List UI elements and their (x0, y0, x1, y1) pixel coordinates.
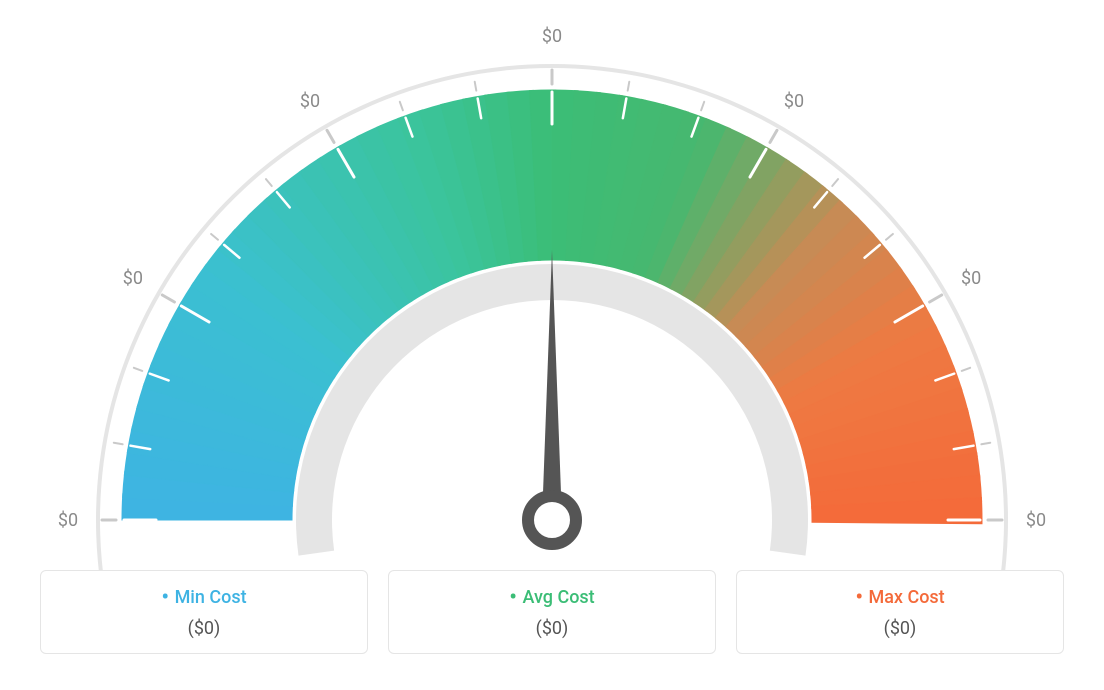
legend-card-min: Min Cost ($0) (40, 570, 368, 654)
legend-row: Min Cost ($0) Avg Cost ($0) Max Cost ($0… (0, 570, 1104, 654)
legend-card-avg: Avg Cost ($0) (388, 570, 716, 654)
legend-label-max: Max Cost (747, 585, 1053, 610)
gauge-tick-label: $0 (542, 26, 562, 47)
legend-value-avg: ($0) (399, 618, 705, 639)
legend-value-max: ($0) (747, 618, 1053, 639)
gauge-chart: $0 $0 $0 $0 $0 $0 $0 (0, 0, 1104, 560)
legend-label-avg: Avg Cost (399, 585, 705, 610)
gauge-tick-label: $0 (300, 91, 320, 112)
legend-value-min: ($0) (51, 618, 357, 639)
legend-label-min: Min Cost (51, 585, 357, 610)
legend-card-max: Max Cost ($0) (736, 570, 1064, 654)
gauge-tick-label: $0 (961, 268, 981, 289)
gauge-svg: $0 $0 $0 $0 $0 $0 $0 (0, 10, 1104, 570)
gauge-tick-label: $0 (784, 91, 804, 112)
gauge-tick-label: $0 (123, 268, 143, 289)
gauge-tick-label: $0 (58, 510, 78, 531)
gauge-tick-label: $0 (1026, 510, 1046, 531)
